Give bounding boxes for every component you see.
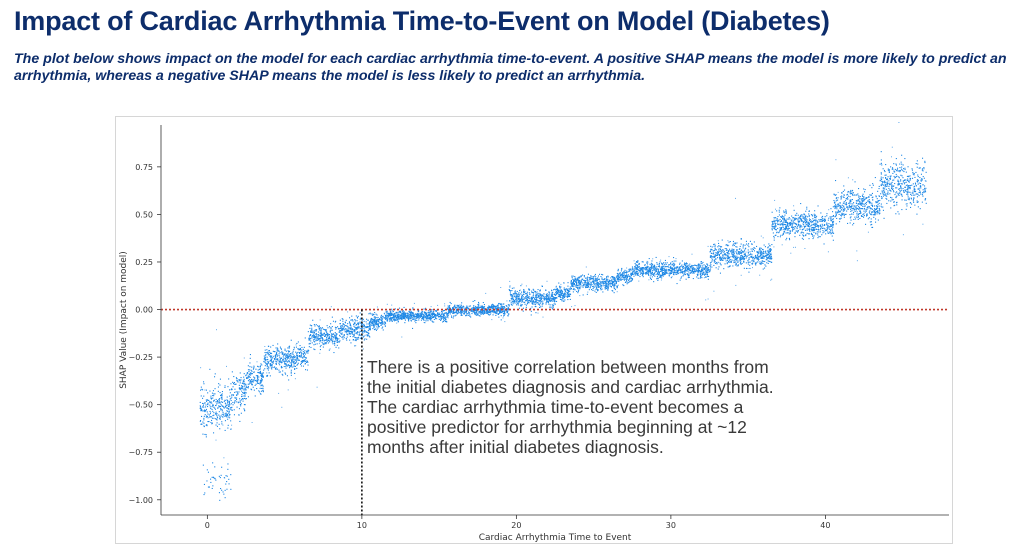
- point-cluster-18: [202, 462, 232, 501]
- y-tick-label-2: −0.50: [128, 401, 153, 410]
- point-cluster-6: [369, 306, 387, 331]
- y-tick-label-7: 0.75: [135, 163, 153, 172]
- x-tick-label-10: 10: [357, 521, 367, 530]
- point-cluster-9: [508, 280, 556, 318]
- point-cluster-11: [570, 266, 618, 308]
- point-cluster-2: [246, 354, 264, 423]
- x-tick-label-30: 30: [666, 521, 676, 530]
- y-tick-label-3: −0.25: [128, 353, 153, 362]
- annotation-text: There is a positive correlation between …: [367, 357, 774, 457]
- y-tick-label-6: 0.50: [135, 210, 153, 219]
- slide-subtitle: The plot below shows impact on the model…: [14, 51, 1007, 84]
- y-tick-label-4: 0.00: [135, 306, 153, 315]
- x-tick-label-0: 0: [205, 521, 210, 530]
- point-cluster-4: [307, 306, 340, 388]
- point-cluster-8: [446, 287, 510, 323]
- x-axis-label: Cardiac Arrhythmia Time to Event: [479, 533, 632, 543]
- shap-scatter-chart: 0 10 20 30 40 −1.00 −0.75 −0.50 −0.25 0.00 0.25 0.5…: [119, 122, 949, 543]
- x-tick-label-40: 40: [820, 521, 830, 530]
- point-cluster-10: [555, 282, 572, 311]
- point-cluster-16: [833, 159, 881, 262]
- y-tick-label-0: −1.00: [128, 496, 153, 505]
- point-cluster-7: [385, 302, 448, 338]
- point-cluster-1: [230, 357, 247, 430]
- slide-title: Impact of Cardiac Arrhythmia Time-to-Eve…: [14, 6, 830, 36]
- point-cluster-13: [632, 245, 711, 301]
- x-tick-label-20: 20: [511, 521, 521, 530]
- chart-frame: 0 10 20 30 40 −1.00 −0.75 −0.50 −0.25 0.00 0.25 0.5…: [115, 116, 953, 544]
- point-cluster-15: [771, 199, 835, 254]
- y-axis-label: SHAP Value (Impact on model): [119, 251, 129, 389]
- point-cluster-17: [879, 122, 927, 236]
- y-tick-label-5: 0.25: [135, 258, 153, 267]
- point-cluster-5: [338, 311, 371, 368]
- y-tick-label-1: −0.75: [128, 448, 153, 457]
- point-cluster-3: [263, 337, 309, 408]
- scatter-points: [199, 122, 927, 501]
- point-cluster-14: [709, 197, 773, 292]
- point-cluster-12: [616, 266, 634, 287]
- reference-lines: [161, 308, 949, 515]
- point-cluster-0: [199, 329, 232, 459]
- axes: 0 10 20 30 40 −1.00 −0.75 −0.50 −0.25 0.00 0.25 0.5…: [128, 125, 949, 530]
